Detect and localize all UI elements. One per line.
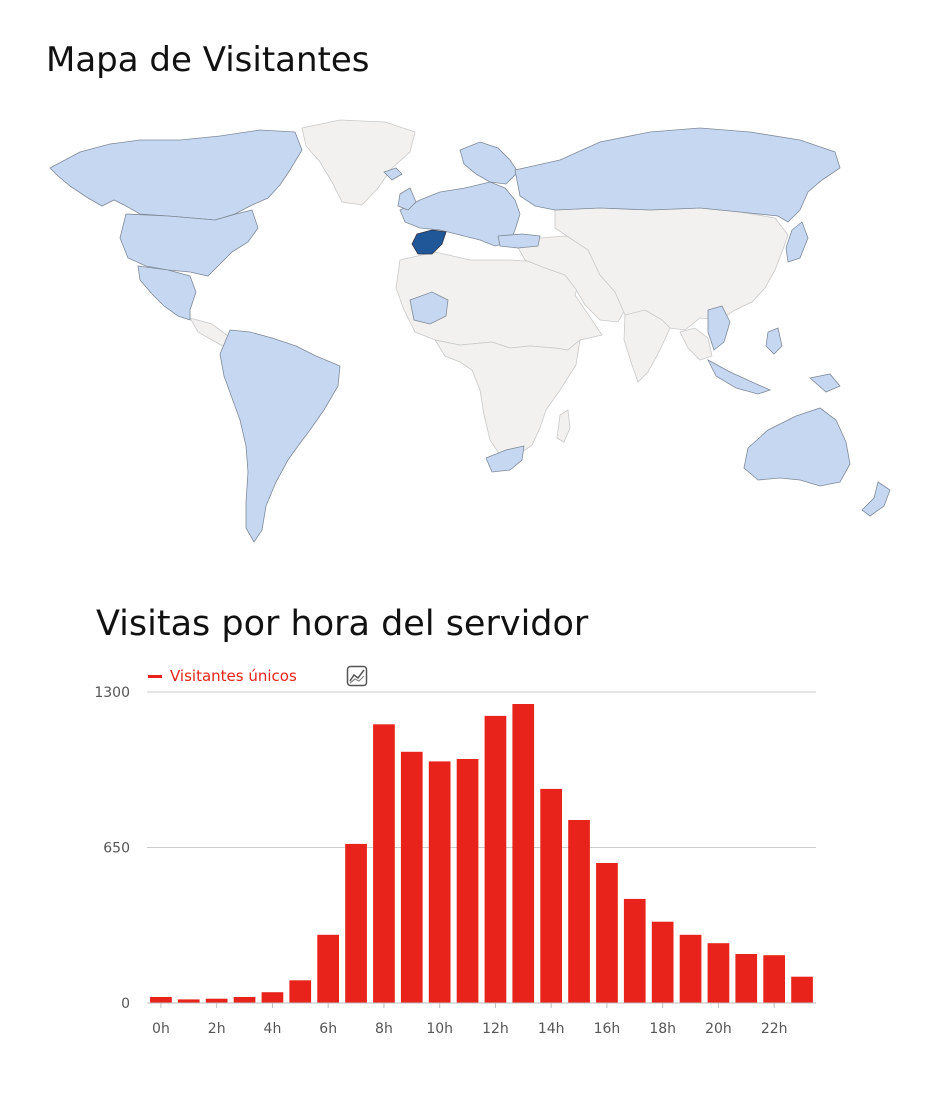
india[interactable] [623,309,671,383]
bars [150,704,813,1003]
usa[interactable] [119,209,259,277]
x-tick-label: 4h [264,1021,282,1037]
bar-16h[interactable] [596,863,618,1003]
bar-1h[interactable] [177,999,200,1003]
iceland[interactable] [383,167,403,181]
turkey[interactable] [497,233,541,249]
y-axis-ticks: 0 650 1300 [94,685,130,1012]
gridlines [147,691,816,848]
russia[interactable] [514,127,841,223]
map-no-visits-regions [189,119,789,459]
spain[interactable] [411,229,447,255]
map-visit-regions [49,127,891,543]
x-tick-label: 6h [319,1021,337,1037]
bar-6h[interactable] [317,934,339,1003]
bar-11h[interactable] [456,759,479,1003]
greenland[interactable] [301,119,416,206]
mali[interactable] [409,291,449,325]
x-tick-label: 10h [426,1021,453,1037]
x-tick-label: 14h [538,1021,565,1037]
x-tick-label: 2h [208,1021,226,1037]
europe[interactable] [399,181,521,247]
canada-alaska[interactable] [49,129,303,221]
philippines[interactable] [765,327,783,355]
x-tick-label: 20h [705,1021,732,1037]
scandinavia[interactable] [459,141,519,185]
se-asia-grey[interactable] [679,327,713,361]
bar-chart: 0 650 1300 0h 2h 4h 6h 8h 10h 12h 14h 16h 18h 20h 22h [94,685,816,1037]
world-map [49,119,891,543]
bar-9h[interactable] [400,751,423,1003]
south-africa[interactable] [485,445,525,473]
uk[interactable] [397,187,417,211]
bar-0h[interactable] [150,997,172,1003]
y-tick-label: 1300 [94,685,130,701]
japan[interactable] [785,221,809,263]
bar-3h[interactable] [233,997,256,1003]
bar-2h[interactable] [205,998,228,1003]
bar-5h[interactable] [289,980,312,1003]
bar-12h[interactable] [484,715,507,1003]
x-tick-label: 16h [594,1021,621,1037]
legend-label: Visitantes únicos [170,667,297,685]
x-tick-label: 8h [375,1021,393,1037]
bar-8h[interactable] [373,724,395,1003]
madagascar[interactable] [556,409,571,443]
central-south-africa[interactable] [434,339,581,459]
bar-20h[interactable] [707,943,730,1003]
thailand-vietnam[interactable] [707,305,731,351]
x-tick-label: 18h [649,1021,676,1037]
chart-legend[interactable]: Visitantes únicos [148,667,297,685]
indonesia[interactable] [707,359,772,395]
bar-7h[interactable] [345,843,367,1003]
south-america[interactable] [219,329,341,543]
y-tick-label: 650 [103,841,130,857]
bar-14h[interactable] [540,788,562,1003]
bar-21h[interactable] [735,954,758,1003]
mexico[interactable] [137,265,197,321]
bar-18h[interactable] [651,921,674,1003]
x-tick-label: 22h [761,1021,788,1037]
line-chart-icon[interactable] [346,665,368,687]
x-tick-label: 12h [482,1021,509,1037]
bar-17h[interactable] [623,898,646,1003]
chart-title: Visitas por hora del servidor [96,604,589,644]
bar-15h[interactable] [568,820,590,1003]
map-title: Mapa de Visitantes [46,40,370,80]
bar-4h[interactable] [261,992,284,1003]
bar-22h[interactable] [763,955,785,1003]
bar-19h[interactable] [679,934,702,1003]
x-axis-ticks: 0h 2h 4h 6h 8h 10h 12h 14h 16h 18h 20h 22h [152,1003,788,1037]
papua[interactable] [809,373,841,393]
legend-swatch [148,674,162,678]
y-tick-label: 0 [121,996,130,1012]
new-zealand[interactable] [861,481,891,517]
australia[interactable] [743,407,851,487]
bar-10h[interactable] [428,761,451,1003]
bar-23h[interactable] [791,976,813,1003]
bar-13h[interactable] [512,704,535,1003]
x-tick-label: 0h [152,1021,170,1037]
